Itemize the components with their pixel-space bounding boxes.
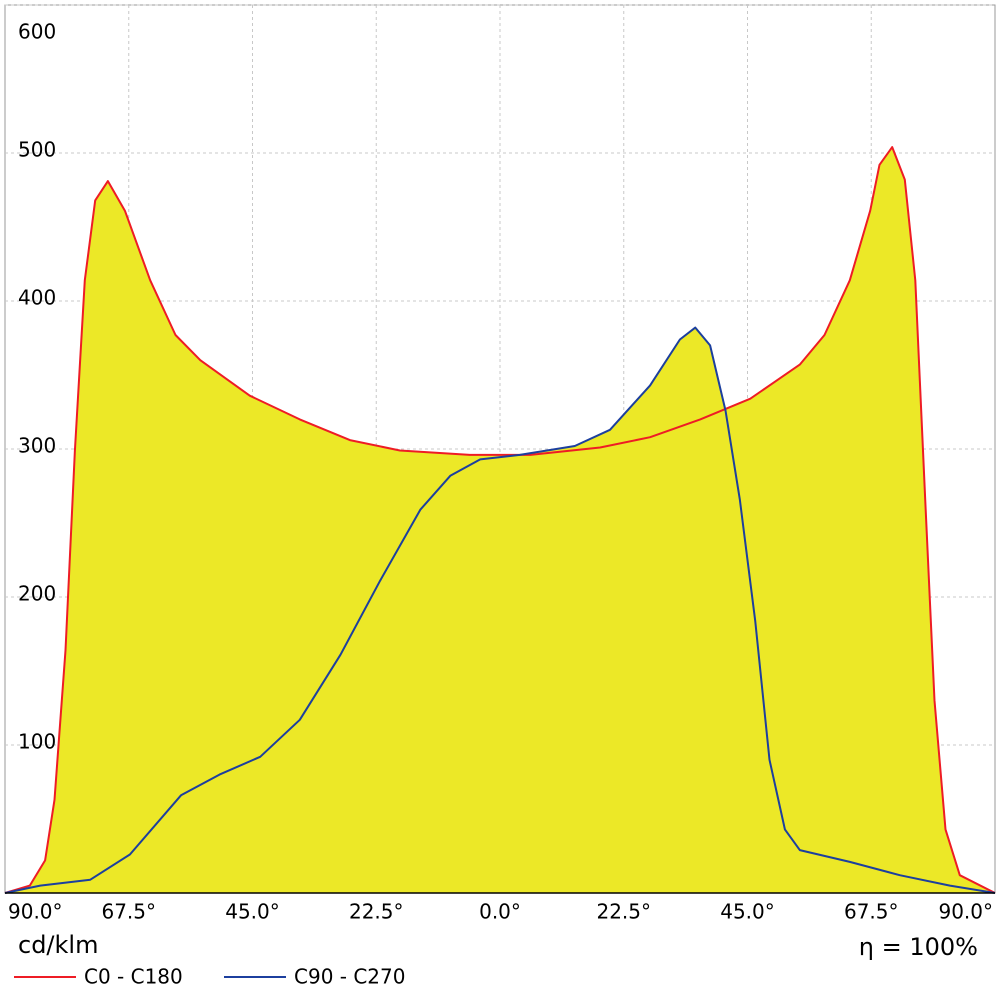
y-unit-label: cd/klm xyxy=(18,931,98,959)
y-tick-label: 400 xyxy=(18,286,56,310)
x-tick-label: 22.5° xyxy=(349,900,404,924)
x-tick-label: 0.0° xyxy=(479,900,521,924)
legend-label: C90 - C270 xyxy=(294,965,405,989)
x-tick-label: 67.5° xyxy=(844,900,899,924)
x-tick-label: 45.0° xyxy=(225,900,280,924)
series-line xyxy=(4,326,996,894)
y-tick-label: 600 xyxy=(18,20,56,44)
x-tick-label: 45.0° xyxy=(720,900,775,924)
x-tick-label: 90.0° xyxy=(938,900,993,924)
y-tick-label: 200 xyxy=(18,582,56,606)
x-tick-label: 90.0° xyxy=(8,900,63,924)
y-tick-label: 500 xyxy=(18,138,56,162)
y-tick-label: 100 xyxy=(18,730,56,754)
x-tick-label: 22.5° xyxy=(596,900,651,924)
y-tick-label: 300 xyxy=(18,434,56,458)
legend-label: C0 - C180 xyxy=(84,965,183,989)
efficiency-label: η = 100% xyxy=(859,933,978,961)
area-fill xyxy=(5,327,995,894)
series-line xyxy=(4,146,996,894)
x-tick-label: 67.5° xyxy=(101,900,156,924)
